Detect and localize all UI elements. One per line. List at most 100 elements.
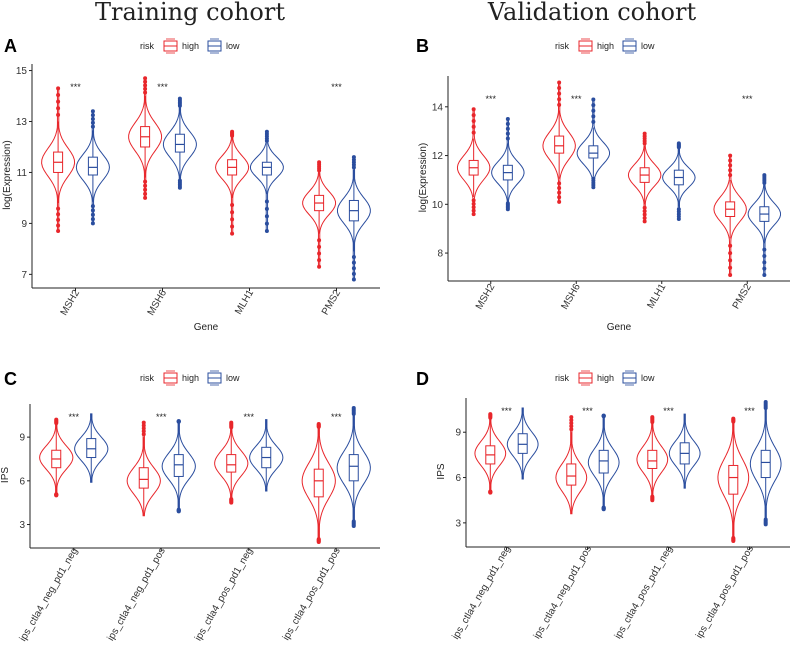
violin-low-3-box <box>348 454 359 482</box>
y-axis-title: IPS <box>436 463 447 479</box>
legend-label-high: high <box>597 373 614 383</box>
violin-high-3-outlier <box>317 264 322 269</box>
violin-high-3-outlier <box>728 153 733 158</box>
violin-low-3-outlier <box>763 522 768 527</box>
significance-label: *** <box>157 82 168 92</box>
violin-high-2-outlier <box>650 415 655 420</box>
legend-label-high: high <box>182 41 199 51</box>
significance-label: *** <box>501 406 512 416</box>
violin-high-1-outlier <box>557 181 562 186</box>
significance-label: *** <box>243 412 254 422</box>
violin-low-1-outlier <box>591 119 596 124</box>
legend-label-low: low <box>226 373 240 383</box>
violin-high-1-outlier <box>143 76 148 81</box>
violin-high-1-outlier <box>569 421 574 426</box>
violin-high-0-outlier <box>488 412 493 417</box>
violin-high-1-outlier <box>557 91 562 96</box>
y-axis-title: IPS <box>0 467 11 483</box>
violin-low-1-outlier <box>177 185 182 190</box>
violin-high-0-outlier <box>471 113 476 118</box>
violin-low-3-outlier <box>351 277 356 282</box>
violin-high-1-outlier <box>143 191 148 196</box>
violin-high-3-outlier <box>317 258 322 263</box>
title-training: Training cohort <box>95 0 285 26</box>
violin-high-1-outlier <box>143 83 148 88</box>
violin-low-1-outlier <box>176 419 181 424</box>
legend-title: risk <box>555 373 569 383</box>
violin-high-0-outlier <box>56 212 61 217</box>
y-tick-label: 9 <box>19 433 25 444</box>
violin-low-2-outlier <box>264 214 269 219</box>
violin-high-1-outlier <box>557 80 562 85</box>
violin-low-2-outlier <box>264 199 269 204</box>
violin-high-1-outlier <box>557 86 562 91</box>
y-tick-label: 12 <box>432 151 444 162</box>
violin-high-0-outlier <box>56 206 61 211</box>
violin-high-0-outlier <box>471 212 476 217</box>
significance-label: *** <box>742 94 753 104</box>
violin-low-1-outlier <box>591 185 596 190</box>
violin-low-1-outlier <box>601 413 606 418</box>
violin-low-0-outlier <box>90 208 95 213</box>
violin-low-3-outlier <box>762 253 767 258</box>
violin-low-3-outlier <box>351 266 356 271</box>
violin-high-1-outlier <box>569 415 574 420</box>
violin-high-0-outlier <box>56 99 61 104</box>
x-axis-title: Gene <box>607 322 632 333</box>
violin-high-2-outlier <box>642 209 647 214</box>
violin-low-0-outlier <box>90 120 95 125</box>
x-tick-label: MLH1 <box>233 288 256 317</box>
violin-low-0-outlier <box>90 204 95 209</box>
legend: risk high low <box>555 38 655 54</box>
violin-high-0-outlier <box>471 198 476 203</box>
violin-high-0-outlier <box>56 112 61 117</box>
panel-label: D <box>416 369 429 389</box>
violin-low-3-outlier <box>351 523 356 528</box>
y-tick-label: 15 <box>16 66 28 77</box>
violin-high-3-outlier <box>728 265 733 270</box>
legend-label-low: low <box>226 41 240 51</box>
violin-high-2-outlier <box>650 498 655 503</box>
violin-high-2-outlier <box>642 215 647 220</box>
legend-label-high: high <box>597 41 614 51</box>
violin-low-3-outlier <box>351 260 356 265</box>
violin-high-1-outlier <box>557 199 562 204</box>
violin-low-0-box <box>87 156 98 176</box>
violin-low-2-outlier <box>264 129 269 134</box>
y-tick-label: 9 <box>455 428 461 439</box>
violin-high-3-outlier <box>728 163 733 168</box>
violin-high-1-outlier <box>557 190 562 195</box>
violin-low-1-outlier <box>177 96 182 101</box>
violin-low-1-box <box>173 454 184 477</box>
violin-low-2-outlier <box>264 229 269 234</box>
violin-high-3-outlier <box>728 243 733 248</box>
violin-low-3-outlier <box>351 255 356 260</box>
violin-high-3-outlier <box>728 251 733 256</box>
violin-high-1-outlier <box>569 427 574 432</box>
violin-high-0-outlier <box>54 493 59 498</box>
violin-high-2-outlier <box>642 219 647 224</box>
violin-low-0-violin <box>506 407 539 480</box>
x-tick-label: ips_ctla4_pos_pd1_pos <box>281 546 343 643</box>
violin-low-2-violin <box>668 413 701 489</box>
violin-high-1-outlier <box>143 183 148 188</box>
violin-high-0-outlier <box>471 124 476 129</box>
violin-low-0-outlier <box>90 221 95 226</box>
violin-low-3-outlier <box>351 406 356 410</box>
violin-low-0-outlier <box>90 212 95 217</box>
violin-low-1-box <box>588 145 599 159</box>
violin-low-0-outlier <box>90 217 95 222</box>
violin-low-2-outlier <box>676 141 681 146</box>
violin-low-0-outlier <box>90 113 95 118</box>
x-tick-label: ips_ctla4_neg_pd1_pos <box>105 546 167 643</box>
y-tick-label: 6 <box>19 476 25 487</box>
significance-label: *** <box>156 412 167 422</box>
violin-high-2-box <box>226 454 237 473</box>
violin-high-1-outlier <box>141 429 146 434</box>
violin-low-3-outlier <box>351 155 356 160</box>
violin-low-0-outlier <box>505 117 510 121</box>
panel-label: C <box>4 369 17 389</box>
violin-low-2-violin <box>249 419 284 492</box>
legend-label-low: low <box>641 373 655 383</box>
